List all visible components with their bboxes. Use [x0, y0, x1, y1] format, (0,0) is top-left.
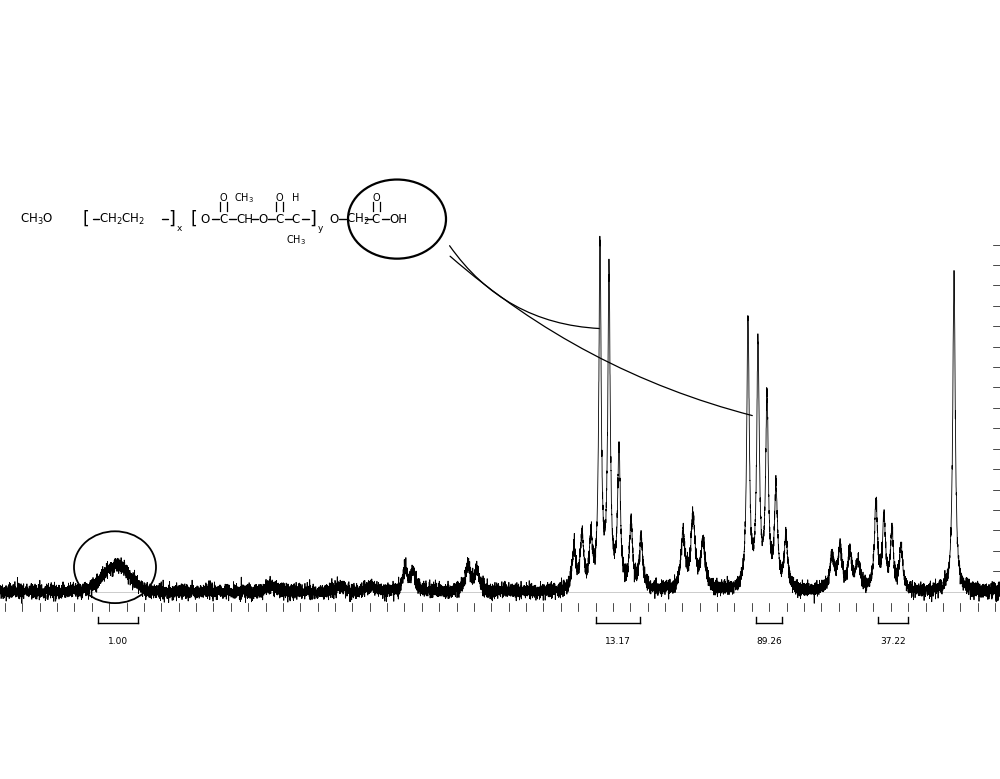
Text: C: C	[219, 213, 227, 226]
Text: CH$_2$CH$_2$: CH$_2$CH$_2$	[99, 212, 145, 227]
Text: O: O	[275, 193, 283, 203]
Text: C: C	[372, 213, 380, 226]
Text: O: O	[329, 213, 338, 226]
Text: y: y	[318, 224, 323, 234]
Text: O: O	[372, 193, 380, 203]
Text: CH$_3$: CH$_3$	[234, 192, 254, 206]
Text: [: [	[83, 210, 90, 228]
Text: C: C	[275, 213, 283, 226]
Text: C: C	[292, 213, 300, 226]
Text: [: [	[190, 210, 197, 228]
Text: ]: ]	[168, 210, 175, 228]
Text: x: x	[177, 224, 182, 234]
Text: O: O	[219, 193, 227, 203]
Text: O: O	[258, 213, 267, 226]
Text: ]: ]	[309, 210, 316, 228]
Text: H: H	[292, 193, 300, 203]
Text: O: O	[200, 213, 209, 226]
Text: CH: CH	[236, 213, 253, 226]
Text: 1.00: 1.00	[108, 636, 128, 646]
Text: CH$_3$: CH$_3$	[286, 233, 306, 247]
Text: 37.22: 37.22	[880, 636, 906, 646]
Text: OH: OH	[389, 213, 407, 226]
Text: 89.26: 89.26	[756, 636, 782, 646]
Text: CH$_2$: CH$_2$	[346, 212, 370, 227]
Text: CH$_3$O: CH$_3$O	[20, 212, 53, 227]
Text: 13.17: 13.17	[605, 636, 631, 646]
